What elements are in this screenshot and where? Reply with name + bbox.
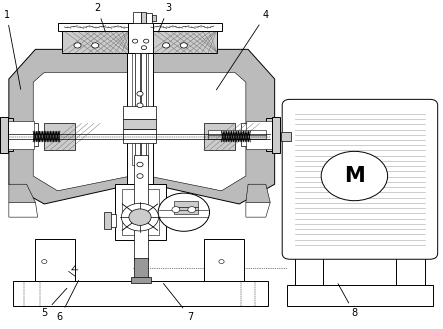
Bar [204,239,244,281]
Bar [174,201,198,207]
Bar [152,15,156,21]
Bar [396,253,425,286]
Bar [287,285,433,306]
Bar [134,155,148,260]
Circle shape [137,162,143,167]
Circle shape [121,203,159,231]
Text: 3: 3 [158,3,171,32]
Text: 1: 1 [4,10,21,89]
Bar [246,121,272,149]
Circle shape [42,260,47,264]
Bar [135,53,140,164]
Bar [281,132,291,141]
Bar [266,118,277,151]
Bar [115,184,166,240]
Circle shape [188,207,196,213]
Text: 6: 6 [57,281,78,322]
Bar [131,277,151,283]
Circle shape [219,260,224,264]
Bar [241,123,268,146]
Bar [295,253,323,286]
Circle shape [144,39,149,43]
Bar [148,30,217,53]
Bar [62,30,131,53]
Bar [35,239,75,281]
Bar [106,214,116,227]
Bar [174,207,198,214]
Bar [8,121,34,149]
Polygon shape [246,202,270,217]
Text: 2: 2 [94,3,105,32]
Bar [123,106,156,119]
Circle shape [158,193,210,231]
Circle shape [92,43,99,48]
Circle shape [137,91,143,96]
Bar [13,281,268,306]
Polygon shape [151,49,275,204]
Text: M: M [344,166,365,186]
Bar [133,12,141,23]
Bar [132,49,148,164]
Circle shape [129,209,151,225]
Polygon shape [9,202,38,217]
Bar [204,123,235,150]
Bar [141,53,146,164]
Bar [2,118,13,151]
Polygon shape [246,184,270,202]
Text: 4: 4 [216,10,269,90]
Bar [0,117,8,153]
Bar [134,258,148,278]
Polygon shape [33,72,131,191]
Bar [208,130,266,135]
Circle shape [321,151,388,201]
Polygon shape [148,72,246,191]
Circle shape [141,46,147,50]
Bar [122,189,159,235]
Bar [104,212,111,229]
Polygon shape [9,184,35,202]
Circle shape [180,43,187,48]
Bar [11,123,38,146]
Bar [272,117,280,153]
Circle shape [132,39,138,43]
Circle shape [172,207,180,213]
Circle shape [137,174,143,178]
Bar [44,123,75,150]
Bar [146,13,152,23]
Bar [58,23,135,31]
Text: 5: 5 [41,288,67,318]
Polygon shape [9,49,133,204]
FancyBboxPatch shape [282,99,438,259]
Bar [141,12,146,23]
Bar [144,23,222,31]
Text: 8: 8 [338,284,358,318]
Circle shape [163,43,170,48]
Circle shape [137,103,143,108]
Bar [127,53,153,184]
Bar [128,23,153,53]
Text: 7: 7 [163,284,194,322]
Circle shape [74,43,81,48]
Bar [208,134,266,139]
Bar [123,119,156,129]
Bar [123,129,156,143]
